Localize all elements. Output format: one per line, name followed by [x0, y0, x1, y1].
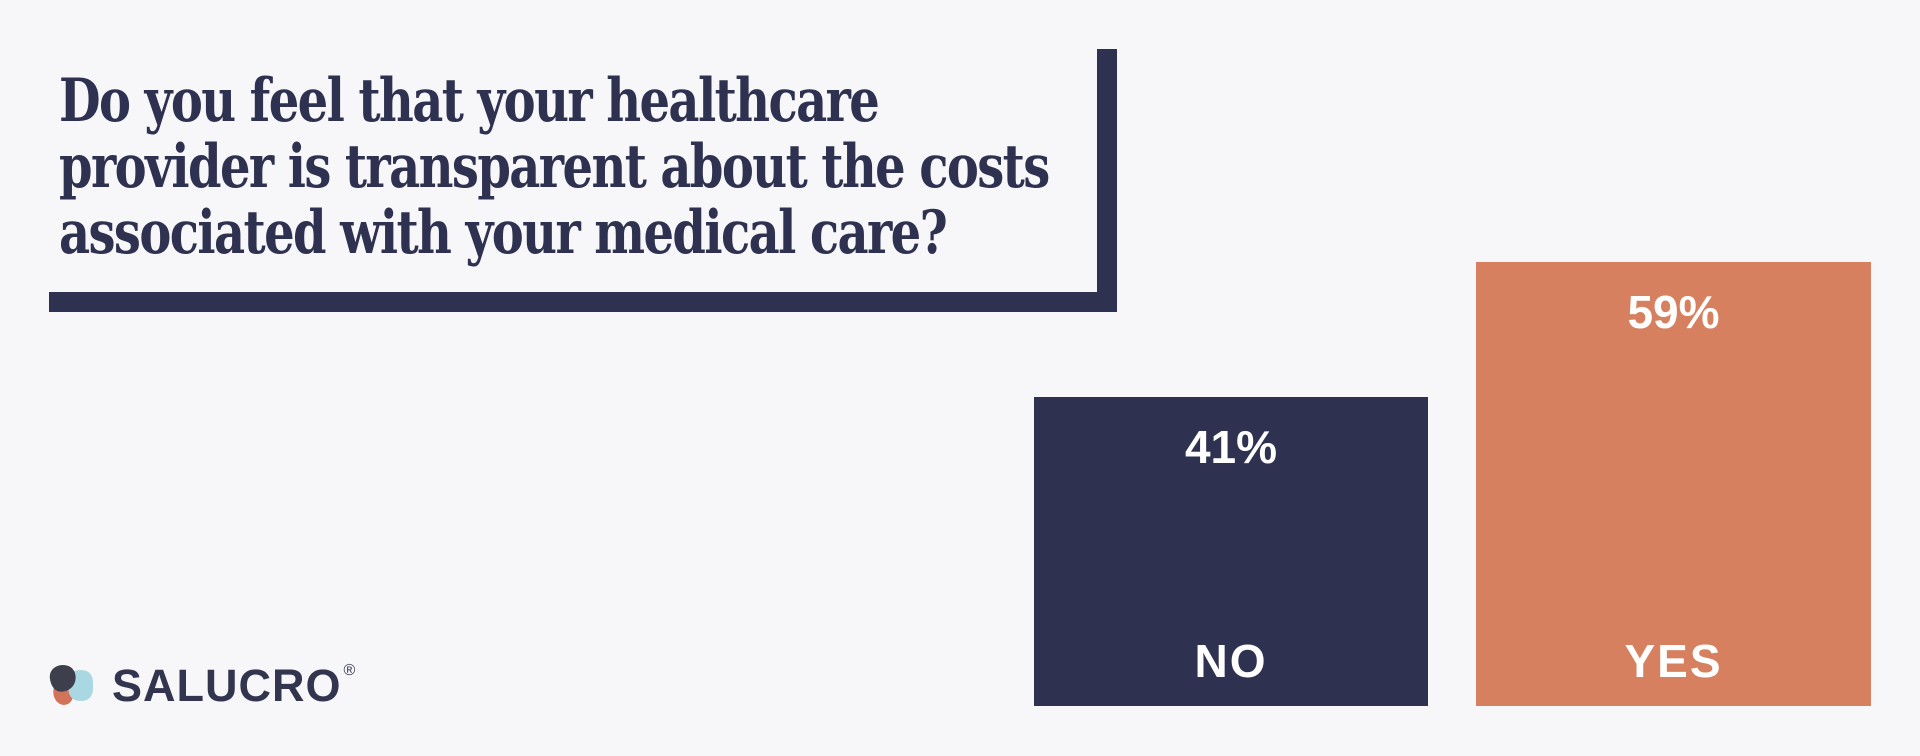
salucro-wordmark: SALUCRO [112, 660, 342, 711]
bar: 41% NO [1034, 397, 1428, 706]
logo-dark-shape [49, 665, 76, 692]
chart-title-line-1: Do you feel that your healthcare [59, 66, 880, 136]
bar-value-label: 59% [1627, 286, 1720, 338]
chart-title: Do you feel that your healthcare provide… [59, 68, 1099, 266]
bar-category-label: YES [1624, 635, 1723, 687]
salucro-logo: SALUCRO ® [48, 663, 356, 708]
bar: 59% YES [1476, 262, 1871, 706]
title-frame-horizontal-bar [49, 292, 1117, 312]
chart-title-line-2: provider is transparent about the costs [59, 132, 1050, 202]
chart-title-line-3: associated with your medical care? [59, 198, 948, 268]
registered-trademark-symbol: ® [343, 662, 357, 679]
title-frame-vertical-bar [1097, 49, 1117, 312]
bar-value-label: 41% [1184, 421, 1278, 473]
salucro-logo-icon [49, 665, 93, 705]
bar-category-label: NO [1194, 635, 1268, 687]
salucro-logo-text: SALUCRO ® [112, 660, 357, 711]
